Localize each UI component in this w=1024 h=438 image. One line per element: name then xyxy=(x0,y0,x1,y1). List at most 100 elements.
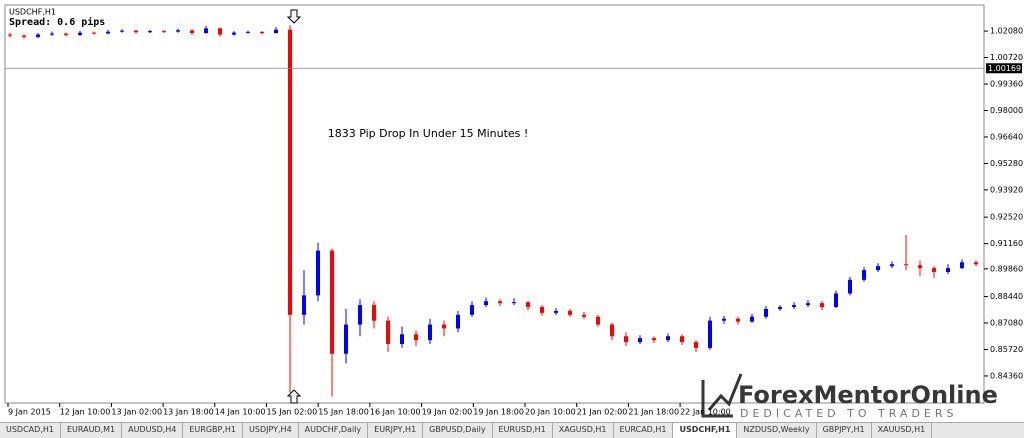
watermark: ForexMentorOnline DEDICATED TO TRADERS xyxy=(701,373,998,420)
candle-body xyxy=(792,305,796,308)
y-tick-label: 0.87080 xyxy=(990,319,1023,328)
spread-label: Spread: 0.6 pips xyxy=(9,16,105,28)
y-tick-label: 0.96640 xyxy=(990,132,1023,141)
candle-body xyxy=(162,31,166,33)
candle-body xyxy=(610,324,614,337)
candle-body xyxy=(316,250,320,296)
chart-tab[interactable]: XAUUSD,H1 xyxy=(872,423,933,438)
x-tick-label: 21 Jan 18:00 xyxy=(628,408,679,417)
chart-tab[interactable]: USDCHF,H1 xyxy=(673,423,738,438)
chart-tab[interactable]: EURJPY,H1 xyxy=(368,423,424,438)
candle-body xyxy=(470,305,474,315)
chart-tab[interactable]: EURAUD,M1 xyxy=(61,423,123,438)
candle-body xyxy=(8,34,12,36)
tagline: DEDICATED TO TRADERS xyxy=(740,407,957,420)
chart-tab[interactable]: NZDUSD,Weekly xyxy=(737,423,817,438)
current-price-box xyxy=(986,63,1022,74)
candle-body xyxy=(50,33,54,35)
x-tick-label: 15 Jan 02:00 xyxy=(267,408,318,417)
candle-body xyxy=(932,268,936,273)
candle-body xyxy=(344,324,348,354)
up-arrow xyxy=(286,389,302,404)
candle-body xyxy=(596,316,600,325)
y-tick-label: 0.91160 xyxy=(990,239,1023,248)
chart-tab[interactable]: XAGUSD,H1 xyxy=(553,423,614,438)
candle-body xyxy=(78,32,82,35)
candle-body xyxy=(848,279,852,294)
chart-tab[interactable]: EURCAD,H1 xyxy=(614,423,674,438)
candle-body xyxy=(386,320,390,345)
logo-icon xyxy=(701,373,743,418)
candle-body xyxy=(22,35,26,37)
x-tick-label: 22 Jan 10:00 xyxy=(680,408,731,417)
candle-body xyxy=(204,28,208,34)
candle-body xyxy=(400,334,404,345)
x-tick-label: 13 Jan 18:00 xyxy=(163,408,214,417)
chart: USDCHF,H1 Spread: 0.6 pips 1833 Pip Drop… xyxy=(4,4,1023,420)
chart-tab[interactable]: AUDUSD,H4 xyxy=(122,423,184,438)
x-tick-label: 12 Jan 10:00 xyxy=(60,408,111,417)
candle-body xyxy=(526,302,530,308)
x-tick-label: 15 Jan 18:00 xyxy=(318,408,369,417)
chart-tab[interactable]: EURGBP,H1 xyxy=(183,423,244,438)
y-tick-label: 0.89860 xyxy=(990,264,1023,273)
candle-body xyxy=(666,336,670,341)
current-price-label: 1.00169 xyxy=(988,64,1021,73)
x-tick-label: 19 Jan 02:00 xyxy=(422,408,473,417)
candle-body xyxy=(652,338,656,341)
candle-body xyxy=(890,264,894,267)
x-tick-label: 21 Jan 02:00 xyxy=(577,408,628,417)
candle-body xyxy=(820,303,824,308)
candle-body xyxy=(92,32,96,34)
candle-body xyxy=(862,270,866,280)
candle-body xyxy=(414,334,418,341)
chart-tab[interactable]: EURUSD,H1 xyxy=(493,423,553,438)
candle-body xyxy=(106,31,110,34)
candle-body xyxy=(974,262,978,265)
candle-body xyxy=(330,250,334,354)
candle-body xyxy=(722,318,726,321)
y-tick-label: 0.95280 xyxy=(990,159,1023,168)
candle-body xyxy=(302,295,306,315)
candle-body xyxy=(442,324,446,329)
x-tick-label: 13 Jan 02:00 xyxy=(111,408,162,417)
y-tick-label: 0.84360 xyxy=(990,371,1023,380)
chart-tab[interactable]: GBPUSD,Daily xyxy=(423,423,493,438)
candle-body xyxy=(736,318,740,322)
candle-body xyxy=(512,302,516,304)
candle-body xyxy=(288,29,292,315)
tab-bar: USDCAD,H1 EURAUD,M1 AUDUSD,H4 EURGBP,H1 USDJ… xyxy=(0,422,1024,438)
annotation: 1833 Pip Drop In Under 15 Minutes ! xyxy=(328,127,529,140)
candle-body xyxy=(218,28,222,35)
candle-body xyxy=(260,31,264,34)
y-tick-label: 0.98000 xyxy=(990,106,1023,115)
x-tick-label: 20 Jan 10:00 xyxy=(525,408,576,417)
chart-tab[interactable]: GBPJPY,H1 xyxy=(817,423,872,438)
chart-tab[interactable]: USDJPY,H4 xyxy=(243,423,299,438)
candle-body xyxy=(876,266,880,271)
x-tick-label: 9 Jan 2015 xyxy=(8,408,51,417)
candle-body xyxy=(778,307,782,309)
candle-body xyxy=(246,31,250,33)
chart-tab[interactable]: USDCAD,H1 xyxy=(0,423,61,438)
candle-body xyxy=(540,307,544,313)
y-tick-label: 0.93920 xyxy=(990,185,1023,194)
candle-body xyxy=(554,310,558,313)
candle-body xyxy=(148,31,152,33)
y-tick-label: 1.00720 xyxy=(990,53,1023,62)
x-tick-label: 19 Jan 18:00 xyxy=(473,408,524,417)
plot-area xyxy=(4,4,985,404)
candle-body xyxy=(36,34,40,37)
candle-body xyxy=(834,293,838,308)
x-tick-label: 14 Jan 10:00 xyxy=(215,408,266,417)
y-tick-label: 0.92520 xyxy=(990,213,1023,222)
y-tick-label: 0.85720 xyxy=(990,345,1023,354)
brand: ForexMentorOnline xyxy=(738,381,998,409)
candle-body xyxy=(582,314,586,317)
y-tick-label: 0.88440 xyxy=(990,292,1023,301)
candle-body xyxy=(764,308,768,317)
candle-body xyxy=(960,262,964,269)
chart-tab[interactable]: AUDCHF,Daily xyxy=(299,423,369,438)
candle-body xyxy=(680,336,684,343)
